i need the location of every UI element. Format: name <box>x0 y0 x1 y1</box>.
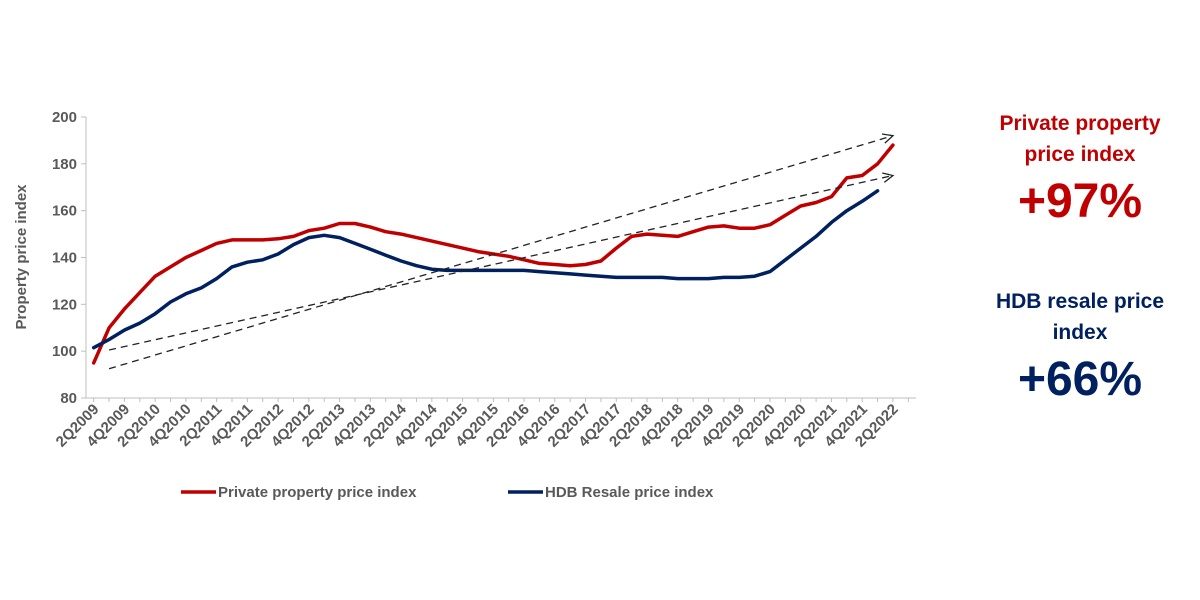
y-axis: 80 100 120 140 160 180 200 <box>52 109 87 407</box>
hdb-index-summary: HDB resale price index +66% <box>965 286 1195 408</box>
trend-arrow-line <box>108 174 894 351</box>
y-tick-label: 160 <box>52 203 77 220</box>
hdb-summary-value: +66% <box>1017 353 1143 406</box>
y-tick-label: 140 <box>52 250 77 267</box>
y-axis-label: Property price index <box>13 184 30 330</box>
private-summary-label-line2: price index <box>1024 143 1136 166</box>
series-line-hdb <box>91 189 880 350</box>
trend-arrow-line <box>108 135 894 370</box>
y-tick-label: 200 <box>52 109 77 126</box>
private-summary-label-line1: Private property <box>999 112 1161 135</box>
trend-arrow-head <box>882 172 895 183</box>
y-tick-label: 80 <box>60 390 77 407</box>
private-index-summary: Private property price index +97% <box>965 108 1195 230</box>
hdb-summary-label-line1: HDB resale price <box>995 290 1165 313</box>
trend-arrows <box>108 133 895 370</box>
legend-label-hdb: HDB Resale price index <box>545 484 714 501</box>
legend-label-private: Private property price index <box>218 484 417 501</box>
y-tick-label: 120 <box>52 296 77 313</box>
trend-arrow-head <box>881 133 895 144</box>
x-axis: 2Q20094Q20092Q20104Q20102Q20114Q20112Q20… <box>53 397 916 451</box>
hdb-summary-label-line2: index <box>1052 321 1108 344</box>
private-summary-value: +97% <box>1017 175 1143 228</box>
line-chart: 80 100 120 140 160 180 200 2Q20094Q20092Q20104… <box>13 109 916 501</box>
y-tick-label: 180 <box>52 156 77 173</box>
y-tick-label: 100 <box>52 343 77 360</box>
legend: Private property price index HDB Resale … <box>181 484 714 501</box>
